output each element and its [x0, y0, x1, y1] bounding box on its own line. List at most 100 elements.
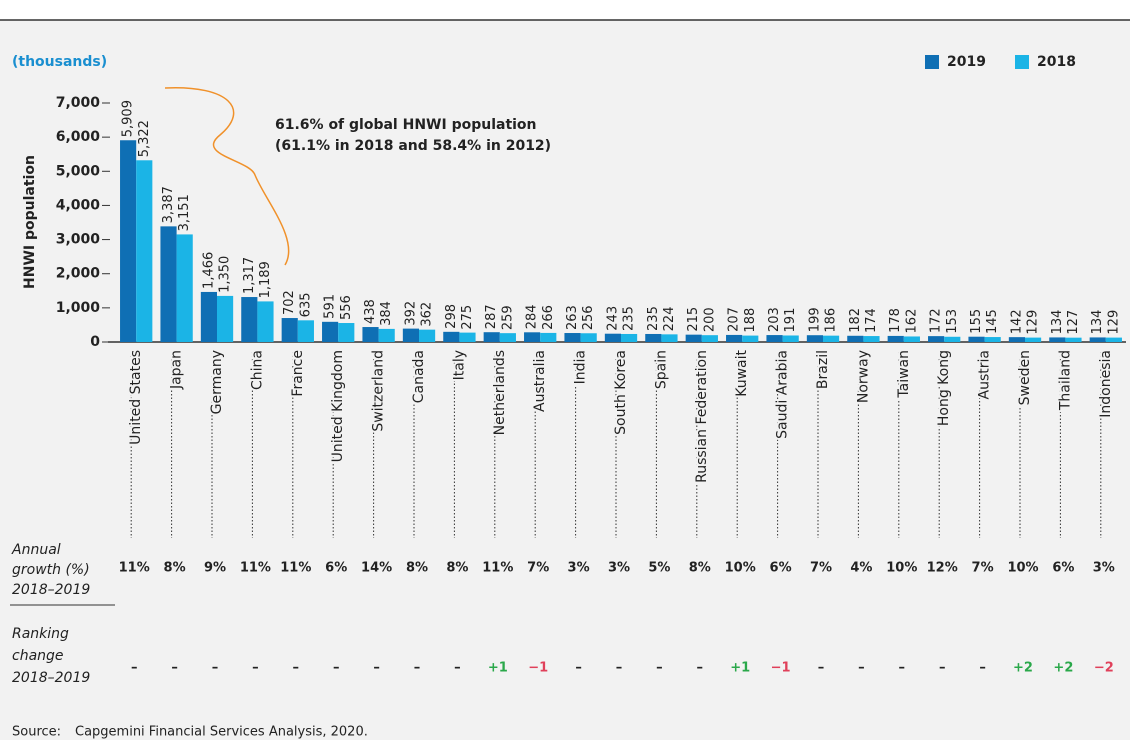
ranking-value: – — [333, 661, 340, 676]
value-label: 256 — [581, 305, 596, 330]
growth-value: 14% — [361, 561, 392, 576]
value-label: 1,350 — [218, 256, 233, 293]
ranking-value: – — [414, 661, 421, 676]
value-label: 186 — [824, 308, 839, 333]
value-label: 438 — [363, 299, 378, 324]
value-label: 556 — [339, 295, 354, 320]
bar — [524, 332, 541, 342]
bar — [944, 336, 961, 342]
bar — [1089, 337, 1106, 342]
value-label: 215 — [686, 307, 701, 332]
ranking-value: – — [979, 661, 986, 676]
x-tick-label: Netherlands — [492, 350, 508, 435]
bar — [1008, 337, 1025, 342]
value-label: 235 — [622, 306, 637, 331]
x-tick-label: South Korea — [613, 350, 629, 435]
x-tick-label: Russian Federation — [694, 350, 710, 483]
title-strip — [0, 0, 1130, 20]
x-tick-label: Japan — [169, 350, 185, 390]
bar — [806, 335, 823, 342]
value-label: 287 — [484, 304, 499, 329]
bar — [1025, 337, 1042, 342]
y-tick-label: 4,000 — [56, 197, 101, 213]
value-label: 200 — [702, 307, 717, 332]
growth-value: 11% — [482, 561, 513, 576]
growth-value: 7% — [810, 561, 832, 576]
y-tick-label: 2,000 — [56, 266, 101, 282]
ranking-value: – — [939, 661, 946, 676]
value-label: 5,322 — [137, 120, 152, 157]
bar — [1065, 337, 1082, 342]
value-label: 155 — [969, 309, 984, 334]
bar — [338, 323, 355, 342]
y-tick-label: 3,000 — [56, 232, 101, 248]
bar — [604, 333, 621, 342]
ranking-value: −1 — [771, 661, 791, 676]
annotation: 61.6% of global HNWI population — [275, 117, 537, 133]
growth-value: 9% — [204, 561, 226, 576]
x-tick-label: Australia — [532, 350, 548, 412]
growth-value: 11% — [119, 561, 150, 576]
growth-value: 8% — [406, 561, 428, 576]
y-tick-label: 0 — [90, 334, 100, 350]
value-label: 162 — [904, 309, 919, 334]
x-tick-label: Germany — [209, 350, 225, 414]
bar — [564, 333, 581, 342]
ranking-value: – — [656, 661, 663, 676]
value-label: 1,466 — [201, 252, 216, 289]
y-tick-label: 1,000 — [56, 300, 101, 316]
value-label: 284 — [525, 304, 540, 329]
value-label: 243 — [605, 306, 620, 331]
growth-value: 10% — [725, 561, 756, 576]
bar — [863, 336, 880, 342]
ranking-value: +2 — [1013, 661, 1033, 676]
value-label: 129 — [1026, 310, 1041, 335]
growth-value: 10% — [1007, 561, 1038, 576]
value-label: 362 — [420, 302, 435, 327]
x-tick-label: Indonesia — [1098, 350, 1114, 418]
x-tick-label: United States — [128, 350, 144, 445]
legend-label: 2019 — [947, 54, 986, 70]
value-label: 182 — [848, 308, 863, 333]
growth-value: 7% — [972, 561, 994, 576]
bar — [322, 321, 339, 342]
x-tick-label: Canada — [411, 350, 427, 403]
x-tick-label: Austria — [977, 350, 993, 399]
x-tick-label: Switzerland — [371, 350, 387, 432]
bar — [968, 336, 985, 342]
value-label: 263 — [565, 305, 580, 330]
bar — [661, 334, 678, 342]
ranking-value: – — [454, 661, 461, 676]
bar — [580, 333, 597, 342]
bar — [378, 328, 395, 342]
value-label: 207 — [727, 307, 742, 332]
bar — [1105, 337, 1122, 342]
growth-value: 12% — [927, 561, 958, 576]
bar — [782, 335, 799, 342]
growth-value: 6% — [1052, 561, 1074, 576]
bar — [160, 226, 177, 342]
value-label: 174 — [864, 308, 879, 333]
value-label: 235 — [646, 306, 661, 331]
bar — [726, 334, 743, 342]
ranking-value: – — [171, 661, 178, 676]
bar — [241, 297, 258, 342]
value-label: 5,909 — [121, 100, 136, 137]
value-label: 188 — [743, 308, 758, 333]
bar — [984, 337, 1001, 342]
value-label: 1,189 — [258, 261, 273, 298]
bar — [823, 335, 840, 342]
bar — [200, 291, 217, 342]
bar — [362, 327, 379, 342]
x-tick-label: Taiwan — [896, 350, 912, 399]
value-label: 127 — [1066, 310, 1081, 335]
ranking-label: change — [12, 648, 64, 664]
growth-value: 8% — [689, 561, 711, 576]
growth-value: 3% — [1093, 561, 1115, 576]
growth-value: 5% — [648, 561, 670, 576]
ranking-value: −1 — [528, 661, 548, 676]
bar — [297, 320, 314, 342]
value-label: 591 — [323, 294, 338, 319]
